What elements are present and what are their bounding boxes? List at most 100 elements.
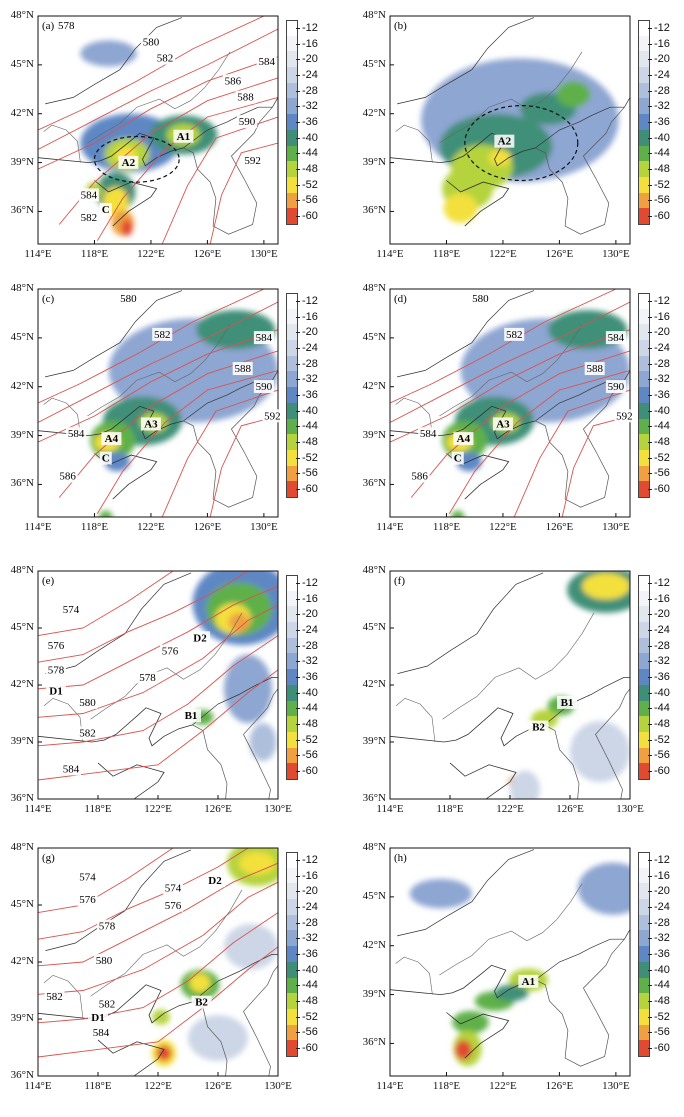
colorbar-label: -56 xyxy=(654,194,670,207)
cloud-cell xyxy=(249,723,277,761)
colorbar-tick xyxy=(648,692,652,694)
colorbar-label: -12 xyxy=(654,853,670,866)
colorbar-tick xyxy=(648,169,652,171)
contour-label: 582 xyxy=(81,212,98,224)
colorbar-tick xyxy=(648,216,652,218)
colorbar-tick xyxy=(648,489,652,491)
colorbar-tick xyxy=(296,74,300,76)
cloud-cell xyxy=(450,510,465,517)
colorbar-tick xyxy=(296,27,300,29)
colorbar-label: -32 xyxy=(654,100,670,113)
contour-label: 578 xyxy=(58,20,75,32)
y-tick-label: 45°N xyxy=(10,621,34,633)
colorbar-tick xyxy=(296,1048,300,1050)
colorbar-tick xyxy=(648,90,652,92)
colorbar-tick xyxy=(296,43,300,45)
colorbar-tick xyxy=(648,473,652,475)
map-panel-e: (e) 574 576 578 576 578 580 582 584 D1 D2 B1 xyxy=(37,570,279,800)
colorbar-label: -16 xyxy=(654,869,670,882)
geopotential-contour xyxy=(38,881,278,995)
geopotential-contour xyxy=(38,635,278,747)
colorbar-tick xyxy=(296,1032,300,1034)
colorbar-tick xyxy=(296,137,300,139)
map-canvas: (c) 580 582 584 588 590 592 584 586 A3 A4 C xyxy=(37,288,283,518)
y-tick-label: 39°N xyxy=(10,1012,34,1024)
colorbar-label: -56 xyxy=(302,194,318,207)
colorbar-tick xyxy=(296,598,300,600)
colorbar-tick xyxy=(648,724,652,726)
coastline xyxy=(390,964,536,999)
province-border xyxy=(43,397,81,436)
colorbar-label: -12 xyxy=(302,21,318,34)
coastline xyxy=(94,453,158,500)
colorbar-label: -16 xyxy=(654,37,670,50)
colorbar-label: -20 xyxy=(302,608,318,621)
colorbar-tick xyxy=(296,457,300,459)
colorbar-label: -56 xyxy=(654,467,670,480)
x-tick-label: 130°E xyxy=(602,521,630,533)
x-tick-label: 126°E xyxy=(545,521,574,533)
colorbar: -12 -16 -20 -24 -28 -32 -36 -40 -44 -48 -52 -56 -60 xyxy=(638,575,682,781)
contour-label: 582 xyxy=(99,999,116,1011)
panel-tag: (g) xyxy=(42,852,55,864)
x-tick-label: 122°E xyxy=(489,248,517,260)
x-tick-label: 130°E xyxy=(264,803,292,815)
coastline xyxy=(446,180,510,227)
colorbar-label: -44 xyxy=(654,420,670,433)
colorbar-tick xyxy=(648,677,652,678)
colorbar-tick xyxy=(296,395,300,396)
colorbar-tick xyxy=(296,922,300,924)
colorbar-tick xyxy=(648,395,652,396)
y-tick-label: 39°N xyxy=(362,735,386,747)
colorbar-label: -28 xyxy=(302,84,318,97)
y-tick-label: 36°N xyxy=(10,1069,34,1081)
colorbar-label: -48 xyxy=(654,995,670,1008)
colorbar-label: -40 xyxy=(654,686,670,699)
geopotential-contour xyxy=(561,415,630,517)
contour-label: 574 xyxy=(63,604,80,616)
contour-label: 584 xyxy=(256,332,273,344)
colorbar-label: -36 xyxy=(302,948,318,960)
colorbar-label: -52 xyxy=(654,733,670,746)
colorbar-tick xyxy=(648,1016,652,1018)
coastline xyxy=(183,379,273,508)
colorbar-tick xyxy=(296,1001,300,1003)
colorbar-label: -60 xyxy=(302,210,318,223)
coastline xyxy=(97,762,165,799)
colorbar-tick xyxy=(648,27,652,29)
colorbar-label: -12 xyxy=(654,21,670,34)
colorbar-tick xyxy=(296,316,300,318)
cloud-cell xyxy=(577,862,630,915)
x-tick-label: 122°E xyxy=(489,521,517,533)
province-border xyxy=(45,290,183,378)
colorbar-tick xyxy=(648,122,652,123)
y-tick-label: 39°N xyxy=(362,428,386,441)
province-border xyxy=(87,324,231,417)
colorbar-label: -12 xyxy=(654,576,670,589)
system-label: A4 xyxy=(105,433,119,445)
x-tick-label: 130°E xyxy=(602,248,630,260)
colorbar-label: -16 xyxy=(654,592,670,605)
colorbar-label: -48 xyxy=(302,163,318,176)
system-label: A2 xyxy=(122,157,136,169)
panel-tag: (b) xyxy=(394,20,407,32)
x-tick-label: 126°E xyxy=(545,248,574,260)
colorbar-label: -28 xyxy=(302,639,318,652)
colorbar-label: -20 xyxy=(302,53,318,66)
contour-label: 582 xyxy=(46,991,63,1003)
colorbar-label: -44 xyxy=(654,147,670,160)
colorbar-tick xyxy=(648,300,652,302)
contour-label: 582 xyxy=(154,329,171,341)
colorbar-tick xyxy=(648,137,652,139)
country-border xyxy=(192,677,278,726)
colorbar-label: -60 xyxy=(654,483,670,496)
y-tick-label: 39°N xyxy=(362,987,386,1000)
colorbar-tick xyxy=(648,739,652,741)
colorbar-label: -40 xyxy=(302,404,318,417)
system-label: C xyxy=(102,453,110,465)
geopotential-contour xyxy=(38,571,174,637)
colorbar-label: -36 xyxy=(302,671,318,683)
geopotential-contour xyxy=(410,350,630,498)
colorbar-label: -12 xyxy=(654,294,670,307)
coastline xyxy=(94,180,158,227)
